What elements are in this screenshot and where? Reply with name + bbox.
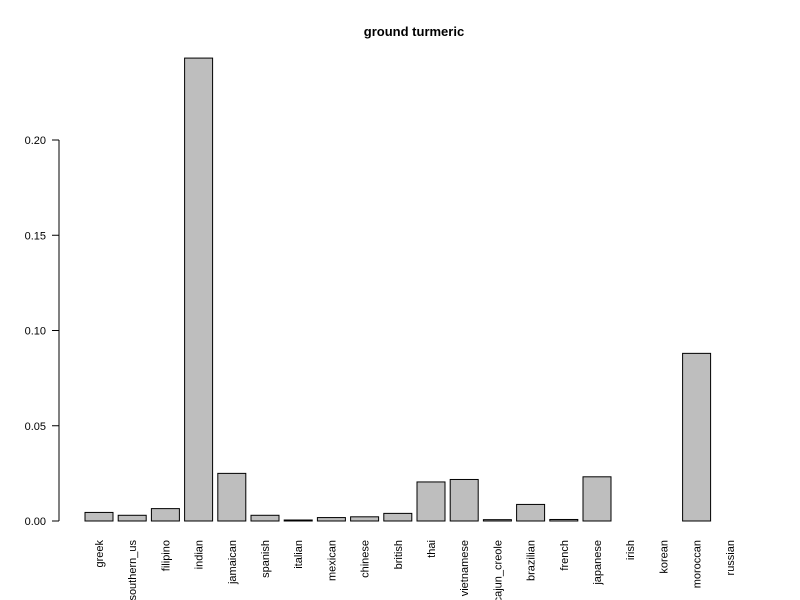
y-tick-label: 0.10 (25, 326, 46, 338)
bar-chinese (350, 516, 380, 522)
x-tick-label-french: french (559, 540, 571, 571)
y-tick-label: 0.20 (25, 135, 46, 147)
x-tick-label-british: british (393, 540, 405, 569)
x-tick-label-korean: korean (658, 540, 670, 574)
bar-moroccan (682, 352, 712, 522)
chart-title: ground turmeric (364, 24, 464, 39)
x-tick-label-russian: russian (725, 540, 737, 575)
x-tick-label-thai: thai (426, 540, 438, 558)
bar-cajun_creole (482, 519, 512, 522)
x-tick-label-vietnamese: vietnamese (459, 540, 471, 596)
y-axis: 0.00 0.05 0.10 0.15 0.20 (25, 135, 60, 528)
x-tick-label-spanish: spanish (260, 540, 272, 578)
x-tick-label-japanese: japanese (592, 540, 604, 586)
bar-southern_us (117, 514, 147, 522)
bar-vietnamese (449, 478, 479, 522)
bar-french (549, 518, 579, 522)
bar-spanish (250, 514, 280, 522)
bar-mexican (316, 517, 346, 522)
bar-thai (416, 481, 446, 522)
bar-indian (184, 57, 214, 522)
bars (84, 57, 712, 522)
x-tick-label-jamaican: jamaican (227, 540, 239, 585)
y-tick-label: 0.15 (25, 230, 46, 242)
x-tick-label-brazilian: brazilian (526, 540, 538, 581)
x-tick-label-italian: italian (293, 540, 305, 569)
bar-brazilian (516, 503, 546, 522)
x-tick-label-irish: irish (625, 540, 637, 560)
x-tick-label-greek: greek (94, 540, 106, 568)
x-axis-labels: greek southern_us filipino indian jamaican sp… (94, 540, 737, 600)
x-tick-label-chinese: chinese (360, 540, 372, 578)
bar-british (383, 512, 413, 522)
bar-jamaican (217, 472, 247, 522)
x-tick-label-mexican: mexican (326, 540, 338, 581)
x-tick-label-filipino: filipino (160, 540, 172, 571)
x-tick-label-indian: indian (194, 540, 206, 569)
y-tick-label: 0.00 (25, 516, 46, 528)
x-tick-label-southern_us: southern_us (127, 540, 139, 600)
bar-greek (84, 511, 114, 522)
bar-filipino (150, 508, 180, 522)
bar-japanese (582, 476, 612, 522)
x-tick-label-cajun_creole: cajun_creole (492, 540, 504, 600)
bar-italian (283, 519, 313, 522)
x-tick-label-moroccan: moroccan (692, 540, 704, 588)
y-tick-label: 0.05 (25, 421, 46, 433)
